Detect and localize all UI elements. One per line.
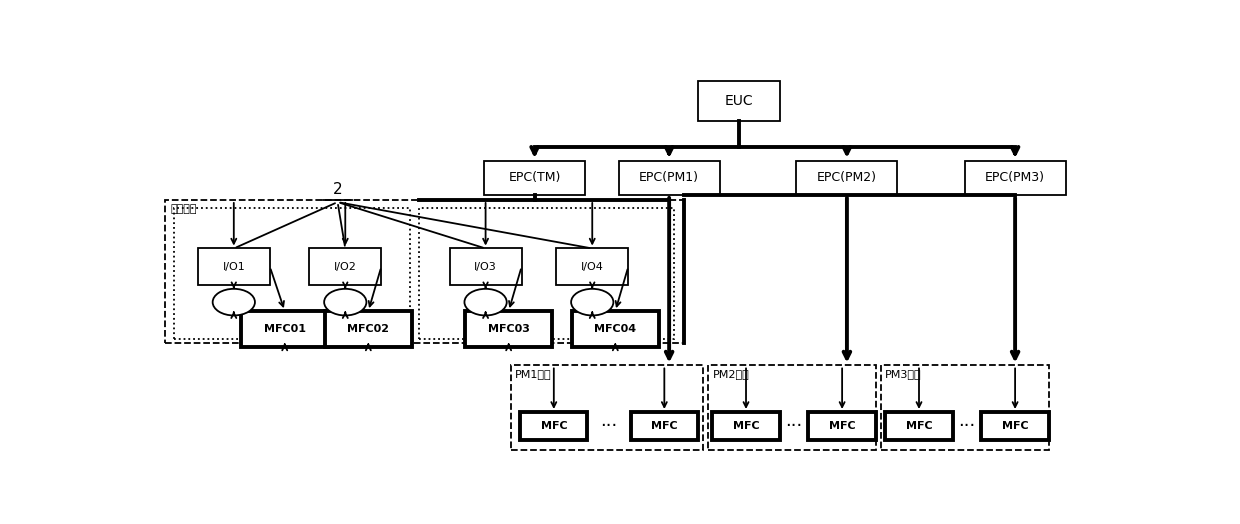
Bar xyxy=(982,412,1049,440)
Bar xyxy=(242,311,327,347)
Bar xyxy=(465,311,552,347)
Bar xyxy=(511,366,703,450)
Ellipse shape xyxy=(465,289,507,315)
Text: 2: 2 xyxy=(332,182,342,198)
Ellipse shape xyxy=(324,289,367,315)
Text: MFC: MFC xyxy=(733,421,759,431)
Text: EPC(PM2): EPC(PM2) xyxy=(817,171,877,184)
Text: PM2气路: PM2气路 xyxy=(712,369,749,379)
Text: EUC: EUC xyxy=(724,94,753,108)
Bar xyxy=(712,412,780,440)
Text: PM1气路: PM1气路 xyxy=(516,369,552,379)
Bar xyxy=(557,248,629,285)
Text: EPC(PM1): EPC(PM1) xyxy=(639,171,699,184)
Bar xyxy=(808,412,875,440)
Bar xyxy=(450,248,522,285)
Ellipse shape xyxy=(213,289,255,315)
Bar xyxy=(484,161,585,195)
Text: ···: ··· xyxy=(785,417,802,435)
Bar xyxy=(572,311,658,347)
Text: EPC(PM3): EPC(PM3) xyxy=(985,171,1045,184)
Text: I/O3: I/O3 xyxy=(474,261,497,271)
Text: I/O2: I/O2 xyxy=(334,261,357,271)
Bar xyxy=(174,208,409,339)
Bar xyxy=(631,412,698,440)
Bar xyxy=(619,161,719,195)
Bar xyxy=(880,366,1049,450)
Text: ···: ··· xyxy=(959,417,976,435)
Bar xyxy=(325,311,412,347)
Bar xyxy=(885,412,952,440)
Text: MFC03: MFC03 xyxy=(487,324,529,334)
Text: MFC: MFC xyxy=(541,421,567,431)
Bar xyxy=(419,208,675,339)
Bar xyxy=(419,208,675,339)
Text: MFC: MFC xyxy=(828,421,856,431)
Text: MFC: MFC xyxy=(1002,421,1028,431)
Text: MFC: MFC xyxy=(651,421,677,431)
Text: MFC04: MFC04 xyxy=(594,324,636,334)
Text: PM3气路: PM3气路 xyxy=(885,369,923,379)
Bar xyxy=(698,81,780,122)
Bar xyxy=(965,161,1065,195)
Text: MFC: MFC xyxy=(905,421,932,431)
Bar xyxy=(309,248,382,285)
Text: I/O4: I/O4 xyxy=(580,261,604,271)
Text: MFC02: MFC02 xyxy=(347,324,389,334)
Bar xyxy=(796,161,898,195)
Bar xyxy=(165,200,683,343)
Text: I/O1: I/O1 xyxy=(222,261,246,271)
Bar xyxy=(521,412,588,440)
Text: EPC(TM): EPC(TM) xyxy=(508,171,560,184)
Text: 公共流路: 公共流路 xyxy=(170,204,197,214)
Bar xyxy=(197,248,270,285)
Bar xyxy=(708,366,875,450)
Ellipse shape xyxy=(572,289,614,315)
Text: ···: ··· xyxy=(600,417,618,435)
Text: MFC01: MFC01 xyxy=(264,324,306,334)
